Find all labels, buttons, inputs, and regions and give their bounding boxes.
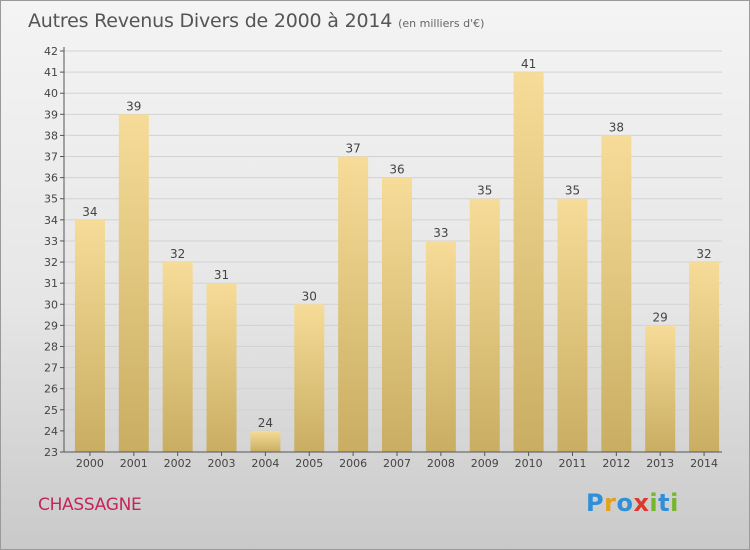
chart-subtitle: (en milliers d'€)	[398, 17, 485, 30]
x-tick-label: 2003	[208, 457, 236, 470]
bar-2008	[425, 240, 456, 452]
x-tick-label: 2001	[120, 457, 148, 470]
bar-2012	[601, 135, 632, 452]
y-tick-label: 23	[44, 446, 58, 459]
y-tick-label: 26	[44, 383, 58, 396]
x-tick-label: 2008	[427, 457, 455, 470]
town-name: CHASSAGNE	[38, 495, 142, 515]
y-tick-label: 33	[44, 235, 58, 248]
bar-2011	[557, 198, 588, 452]
bar-2001	[118, 114, 149, 452]
x-tick-label: 2010	[515, 457, 543, 470]
logo-letter: x	[633, 489, 650, 517]
y-tick-label: 30	[44, 298, 58, 311]
y-tick-label: 40	[44, 87, 58, 100]
bars	[74, 72, 720, 453]
y-tick-label: 28	[44, 340, 58, 353]
bar-2005	[294, 304, 325, 452]
bar-2007	[382, 177, 412, 452]
y-tick-label: 36	[44, 172, 58, 185]
y-tick-label: 24	[44, 425, 58, 438]
y-tick-label: 41	[44, 66, 58, 79]
proxiti-logo: Proxiti	[586, 489, 679, 517]
y-tick-label: 29	[44, 319, 58, 332]
x-tick-label: 2002	[164, 457, 192, 470]
y-tick-label: 42	[44, 45, 58, 58]
data-label: 37	[345, 142, 360, 156]
bar-2014	[689, 262, 720, 452]
data-label: 35	[477, 184, 492, 198]
logo-letter: t	[658, 489, 671, 517]
x-tick-label: 2005	[295, 457, 323, 470]
y-tick-label: 27	[44, 362, 58, 375]
data-label: 39	[126, 99, 141, 113]
data-label: 30	[302, 289, 317, 303]
bar-2003	[206, 283, 237, 452]
x-tick-label: 2006	[339, 457, 367, 470]
x-tick-label: 2014	[690, 457, 718, 470]
y-tick-label: 37	[44, 151, 58, 164]
bar-2013	[645, 325, 676, 452]
y-tick-label: 25	[44, 404, 58, 417]
data-label: 32	[696, 247, 711, 261]
data-label: 41	[521, 57, 536, 71]
x-tick-label: 2009	[471, 457, 499, 470]
data-label: 31	[214, 268, 229, 282]
bar-2009	[469, 198, 500, 452]
logo-letter: P	[586, 489, 605, 517]
x-tick-label: 2000	[76, 457, 104, 470]
x-tick-label: 2007	[383, 457, 411, 470]
y-axis-ticks: 23 24 25 26 27 28 29 30 31 32 33 34 35 36 37 38 39 40 41 42	[44, 45, 64, 459]
bar-2010	[513, 72, 544, 453]
data-labels: 34 39 32 31 24 30 37 36 33 35 41 35 38 29 32	[82, 57, 711, 430]
x-tick-label: 2013	[646, 457, 674, 470]
y-tick-label: 39	[44, 108, 58, 121]
y-tick-label: 32	[44, 256, 58, 269]
chart-title: Autres Revenus Divers de 2000 à 2014 (en …	[28, 10, 484, 32]
y-tick-label: 34	[44, 214, 58, 227]
logo-letter: r	[604, 489, 617, 517]
bar-2000	[74, 219, 105, 452]
x-tick-label: 2011	[558, 457, 586, 470]
data-label: 35	[565, 184, 580, 198]
logo-letter: i	[649, 489, 659, 517]
data-label: 32	[170, 247, 185, 261]
bar-2006	[338, 156, 369, 453]
logo-letter: i	[670, 489, 679, 517]
data-label: 29	[653, 310, 668, 324]
y-tick-label: 38	[44, 129, 58, 142]
data-label: 24	[258, 416, 273, 430]
x-tick-label: 2012	[602, 457, 630, 470]
data-label: 36	[389, 163, 404, 177]
y-tick-label: 31	[44, 277, 58, 290]
x-axis-ticks: 2000 2001 2002 2003 2004 2005 2006 2007 2008 2009…	[76, 452, 718, 470]
x-tick-label: 2004	[251, 457, 279, 470]
title-text: Autres Revenus Divers de 2000 à 2014	[28, 10, 393, 32]
axes	[63, 47, 722, 453]
bar-2002	[162, 262, 193, 452]
data-label: 38	[609, 120, 624, 134]
y-tick-label: 35	[44, 193, 58, 206]
data-label: 34	[82, 205, 97, 219]
bar-2004	[250, 430, 281, 452]
data-label: 33	[433, 226, 448, 240]
logo-letter: o	[616, 489, 634, 517]
